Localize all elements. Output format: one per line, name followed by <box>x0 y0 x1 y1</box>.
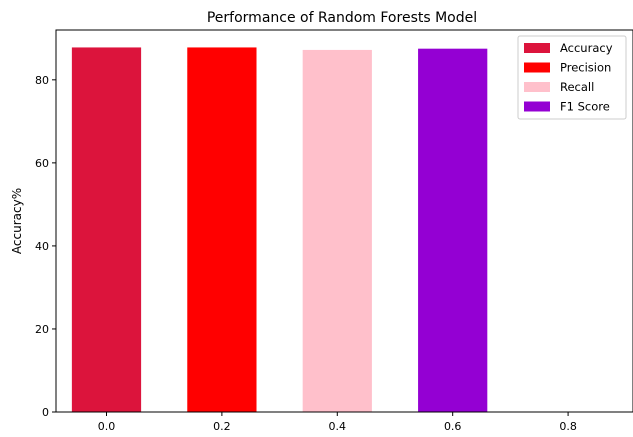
bar-recall <box>302 49 372 413</box>
y-tick-label: 40 <box>35 240 49 253</box>
legend-label: Recall <box>560 80 594 94</box>
bar-precision <box>187 47 257 412</box>
y-tick-label: 60 <box>35 157 49 170</box>
legend-swatch-recall <box>524 82 550 92</box>
legend: Accuracy Precision Recall F1 Score <box>517 35 627 120</box>
legend-swatch-f1-score <box>524 101 550 112</box>
legend-swatch-precision <box>524 62 550 73</box>
legend-label: Precision <box>560 61 611 75</box>
bar-f1-score <box>418 48 488 413</box>
x-tick-label: 0.6 <box>444 420 462 433</box>
x-tick-label: 0.8 <box>559 420 577 433</box>
x-tick-label: 0.4 <box>329 420 347 433</box>
x-axis-ticks: 0.0 0.2 0.4 0.6 0.8 <box>98 412 577 433</box>
y-axis-ticks: 0 20 40 60 80 <box>35 74 56 419</box>
x-tick-label: 0.2 <box>213 420 231 433</box>
y-tick-label: 0 <box>42 406 49 419</box>
plot-axes <box>55 29 633 413</box>
x-tick-label: 0.0 <box>98 420 116 433</box>
legend-swatch-accuracy <box>524 43 550 53</box>
legend-frame <box>517 35 627 120</box>
legend-label: Accuracy <box>560 41 613 55</box>
bar-accuracy <box>71 47 142 412</box>
plot-frame <box>55 29 633 413</box>
chart-title: Performance of Random Forests Model <box>207 10 477 26</box>
y-tick-label: 80 <box>35 74 49 87</box>
y-axis-label: Accuracy% <box>10 188 24 254</box>
y-tick-label: 20 <box>35 323 49 336</box>
legend-label: F1 Score <box>560 100 610 114</box>
legend-items: Accuracy Precision Recall F1 Score <box>524 41 613 114</box>
bars-layer <box>71 47 488 413</box>
